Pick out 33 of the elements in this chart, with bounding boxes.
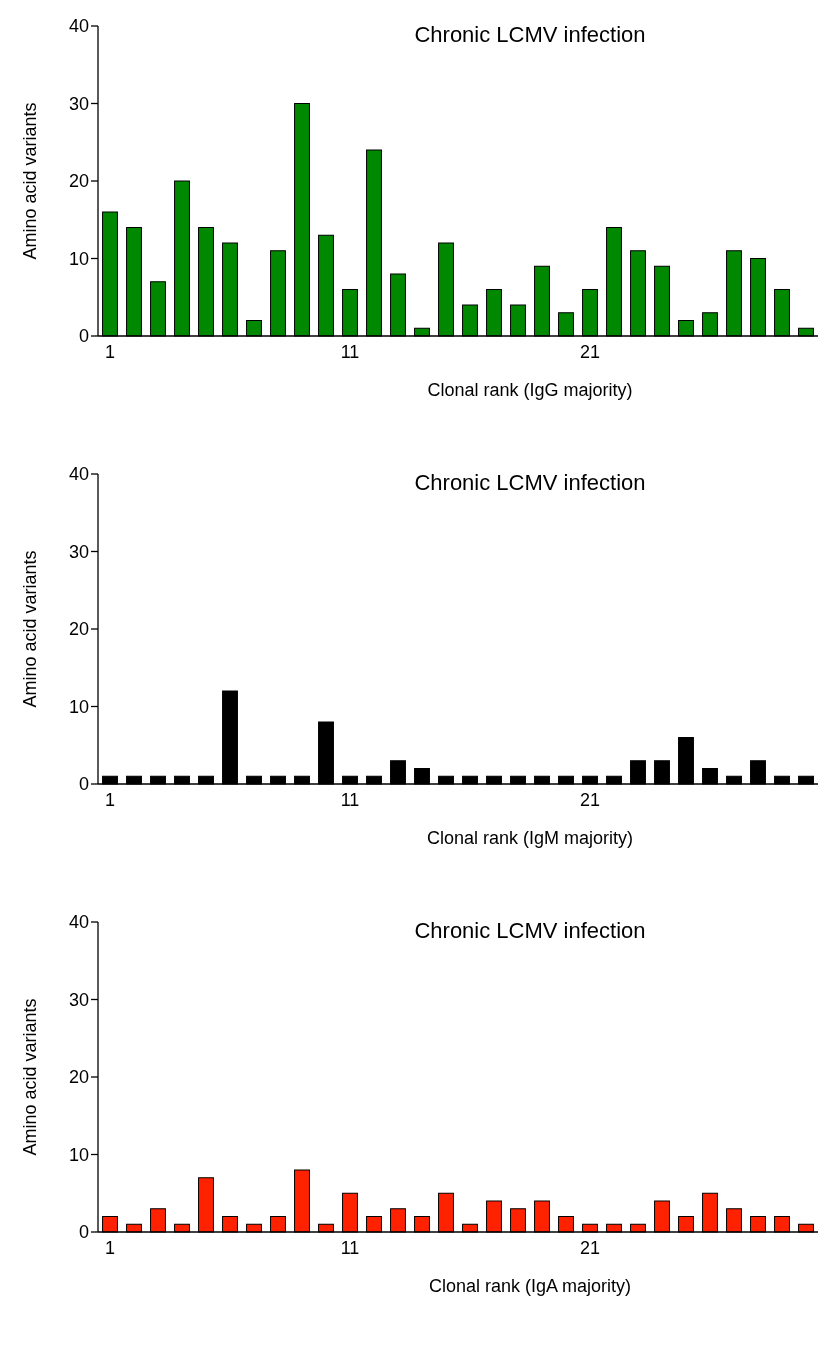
y-tick-label: 20: [68, 619, 89, 640]
chart-title: Chronic LCMV infection: [414, 22, 646, 47]
x-tick-label: 21: [579, 342, 601, 362]
y-axis-title: Amino acid variants: [20, 102, 40, 260]
y-tick-label: 10: [68, 248, 89, 269]
y-tick-label: 0: [78, 1222, 89, 1243]
y-tick-label: 20: [68, 171, 89, 192]
x-tick-label: 21: [579, 1238, 601, 1258]
x-axis-title: Clonal rank (IgM majority): [426, 828, 634, 848]
y-tick-label: 20: [68, 1067, 89, 1088]
y-tick-label: 30: [68, 989, 89, 1010]
y-tick-label: 40: [68, 16, 89, 37]
y-axis-title: Amino acid variants: [20, 550, 40, 708]
x-tick-label: 11: [340, 790, 360, 810]
x-axis-title: Clonal rank (IgG majority): [427, 380, 633, 400]
y-tick-label: 30: [68, 93, 89, 114]
chart-title: Chronic LCMV infection: [414, 470, 646, 495]
x-axis-title: Clonal rank (IgA majority): [428, 1276, 632, 1296]
x-tick-label: 11: [340, 1238, 360, 1258]
x-tick-label: 21: [579, 790, 601, 810]
y-tick-label: 0: [78, 774, 89, 795]
y-axis-title: Amino acid variants: [20, 998, 40, 1156]
y-tick-label: 10: [68, 696, 89, 717]
x-tick-label: 1: [104, 342, 116, 362]
y-tick-label: 40: [68, 464, 89, 485]
chart-title: Chronic LCMV infection: [414, 918, 646, 943]
x-tick-label: 1: [104, 1238, 116, 1258]
y-tick-label: 10: [68, 1144, 89, 1165]
x-tick-label: 11: [340, 342, 360, 362]
y-tick-label: 0: [78, 326, 89, 347]
y-tick-label: 30: [68, 541, 89, 562]
x-tick-label: 1: [104, 790, 116, 810]
y-tick-label: 40: [68, 912, 89, 933]
